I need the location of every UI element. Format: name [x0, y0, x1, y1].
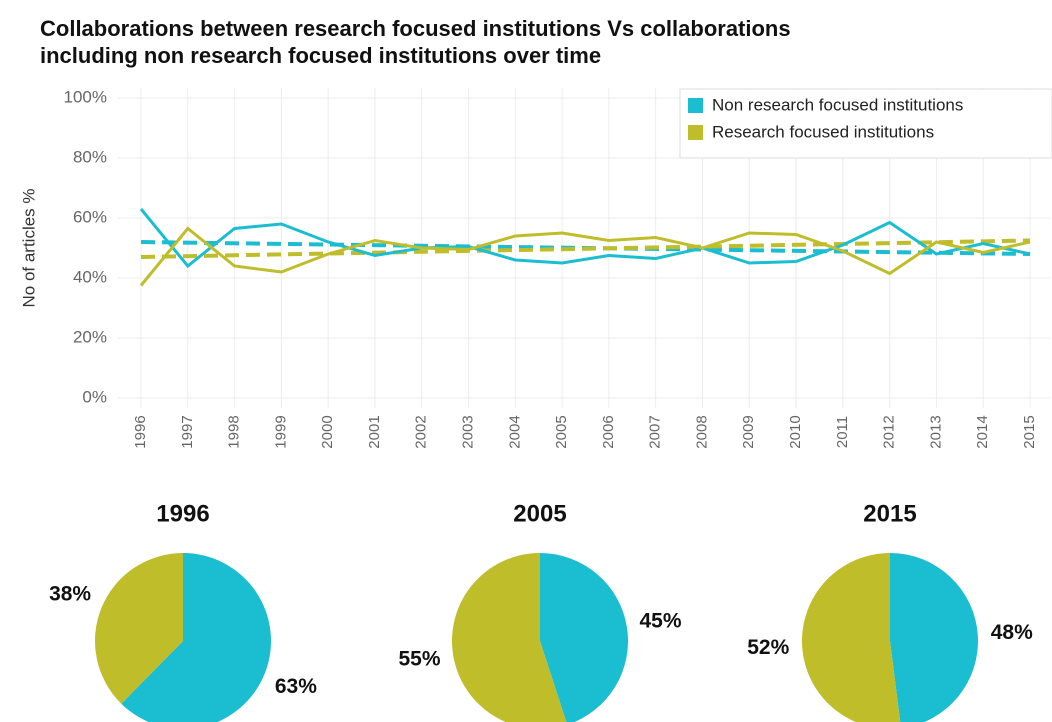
- series-line: [139, 208, 1031, 269]
- pie-title: 1996: [156, 500, 209, 527]
- x-tick-label: 2005: [553, 415, 570, 448]
- pie-slice: [95, 553, 183, 704]
- y-tick-label: 20%: [73, 327, 107, 346]
- legend-box: [679, 88, 1052, 159]
- x-tick-label: 2006: [600, 415, 617, 448]
- x-tick-label: 2003: [459, 415, 476, 448]
- data-label: 45%: [639, 609, 681, 632]
- legend-label: Non research focused institutions: [712, 95, 963, 114]
- chart-title: Collaborations between research focused …: [40, 16, 791, 68]
- y-tick-label: 100%: [64, 87, 107, 106]
- y-axis-label: No of articles %: [19, 188, 38, 307]
- pie-slice: [540, 553, 628, 722]
- x-tick-label: 2012: [881, 415, 898, 448]
- x-tick-label: 2010: [787, 415, 804, 448]
- data-label: 55%: [398, 648, 440, 671]
- x-tick-label: 2011: [834, 416, 851, 448]
- legend-swatch: [688, 125, 703, 140]
- y-tick-label: 80%: [73, 147, 107, 166]
- x-tick-label: 1996: [132, 415, 149, 448]
- y-tick-label: 0%: [82, 387, 107, 406]
- y-tick-label: 60%: [73, 207, 107, 226]
- x-tick-label: 1998: [226, 415, 243, 448]
- data-label: 48%: [991, 621, 1033, 644]
- x-tick-label: 1997: [179, 415, 196, 448]
- x-tick-label: 2004: [506, 415, 523, 448]
- series-line: [139, 226, 1031, 287]
- x-tick-label: 2008: [693, 415, 710, 448]
- x-tick-label: 2000: [319, 415, 336, 448]
- trend-line: [140, 238, 1031, 259]
- x-tick-label: 2015: [1021, 415, 1038, 448]
- data-label: 52%: [747, 636, 789, 659]
- x-tick-label: 2002: [413, 415, 430, 448]
- y-tick-label: 40%: [73, 267, 107, 286]
- pie-slice: [802, 553, 901, 722]
- pie-title: 2005: [513, 500, 566, 527]
- pie-slice: [890, 553, 978, 722]
- x-tick-label: 1999: [272, 415, 289, 448]
- x-tick-label: 2009: [740, 415, 757, 448]
- legend: Non research focused institutions Researc…: [679, 88, 1052, 159]
- pie-slice: [121, 553, 271, 722]
- data-label: 63%: [275, 675, 317, 698]
- x-tick-label: 2007: [647, 415, 664, 448]
- legend-swatch: [688, 98, 703, 113]
- pie-title: 2015: [863, 500, 916, 527]
- pie-slice: [452, 553, 567, 722]
- x-tick-label: 2001: [366, 415, 383, 448]
- x-tick-label: 2013: [927, 415, 944, 448]
- data-label: 38%: [49, 582, 91, 605]
- legend-label: Research focused institutions: [712, 122, 934, 141]
- x-tick-label: 2014: [974, 415, 991, 448]
